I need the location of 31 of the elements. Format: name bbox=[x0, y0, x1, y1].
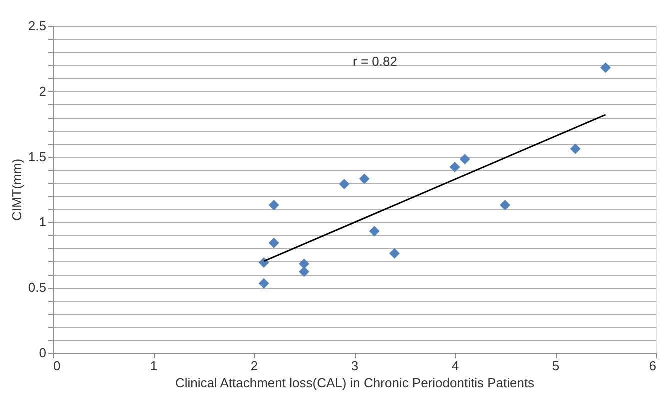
point bbox=[258, 278, 270, 289]
point bbox=[359, 174, 370, 184]
point bbox=[268, 238, 280, 248]
y-tick-label: 0.5 bbox=[28, 280, 46, 296]
y-tick-label: 2 bbox=[39, 84, 46, 99]
point bbox=[450, 162, 460, 173]
x-tick-label: 6 bbox=[649, 358, 656, 374]
y-tick-label: 1.5 bbox=[28, 149, 46, 164]
x-tick-label: 3 bbox=[351, 358, 359, 374]
y-tick-label: 0 bbox=[39, 346, 46, 360]
x-tick-label: 5 bbox=[552, 358, 560, 374]
annotation: r = 0.82 bbox=[353, 54, 398, 69]
point bbox=[299, 266, 310, 278]
y-axis-title: CIMT(mm) bbox=[9, 158, 24, 222]
x-tick-label: 1 bbox=[150, 358, 158, 374]
y-tick-label: 1 bbox=[39, 214, 46, 230]
x-tick-label: 4 bbox=[452, 358, 460, 374]
point bbox=[258, 258, 270, 268]
x-tick-label: 2 bbox=[250, 358, 258, 374]
point bbox=[389, 248, 400, 259]
point bbox=[268, 200, 280, 210]
y-tick-label: 2.5 bbox=[28, 18, 46, 34]
x-axis-title: Clinical Attachment loss(CAL) in Chronic Periodontitis Patients bbox=[175, 376, 536, 390]
x-tick-label: 0 bbox=[54, 358, 61, 374]
point bbox=[570, 144, 581, 154]
point bbox=[369, 226, 380, 237]
point bbox=[339, 179, 350, 190]
point bbox=[500, 200, 510, 210]
point bbox=[299, 258, 310, 270]
point bbox=[600, 62, 611, 74]
point bbox=[460, 154, 470, 165]
